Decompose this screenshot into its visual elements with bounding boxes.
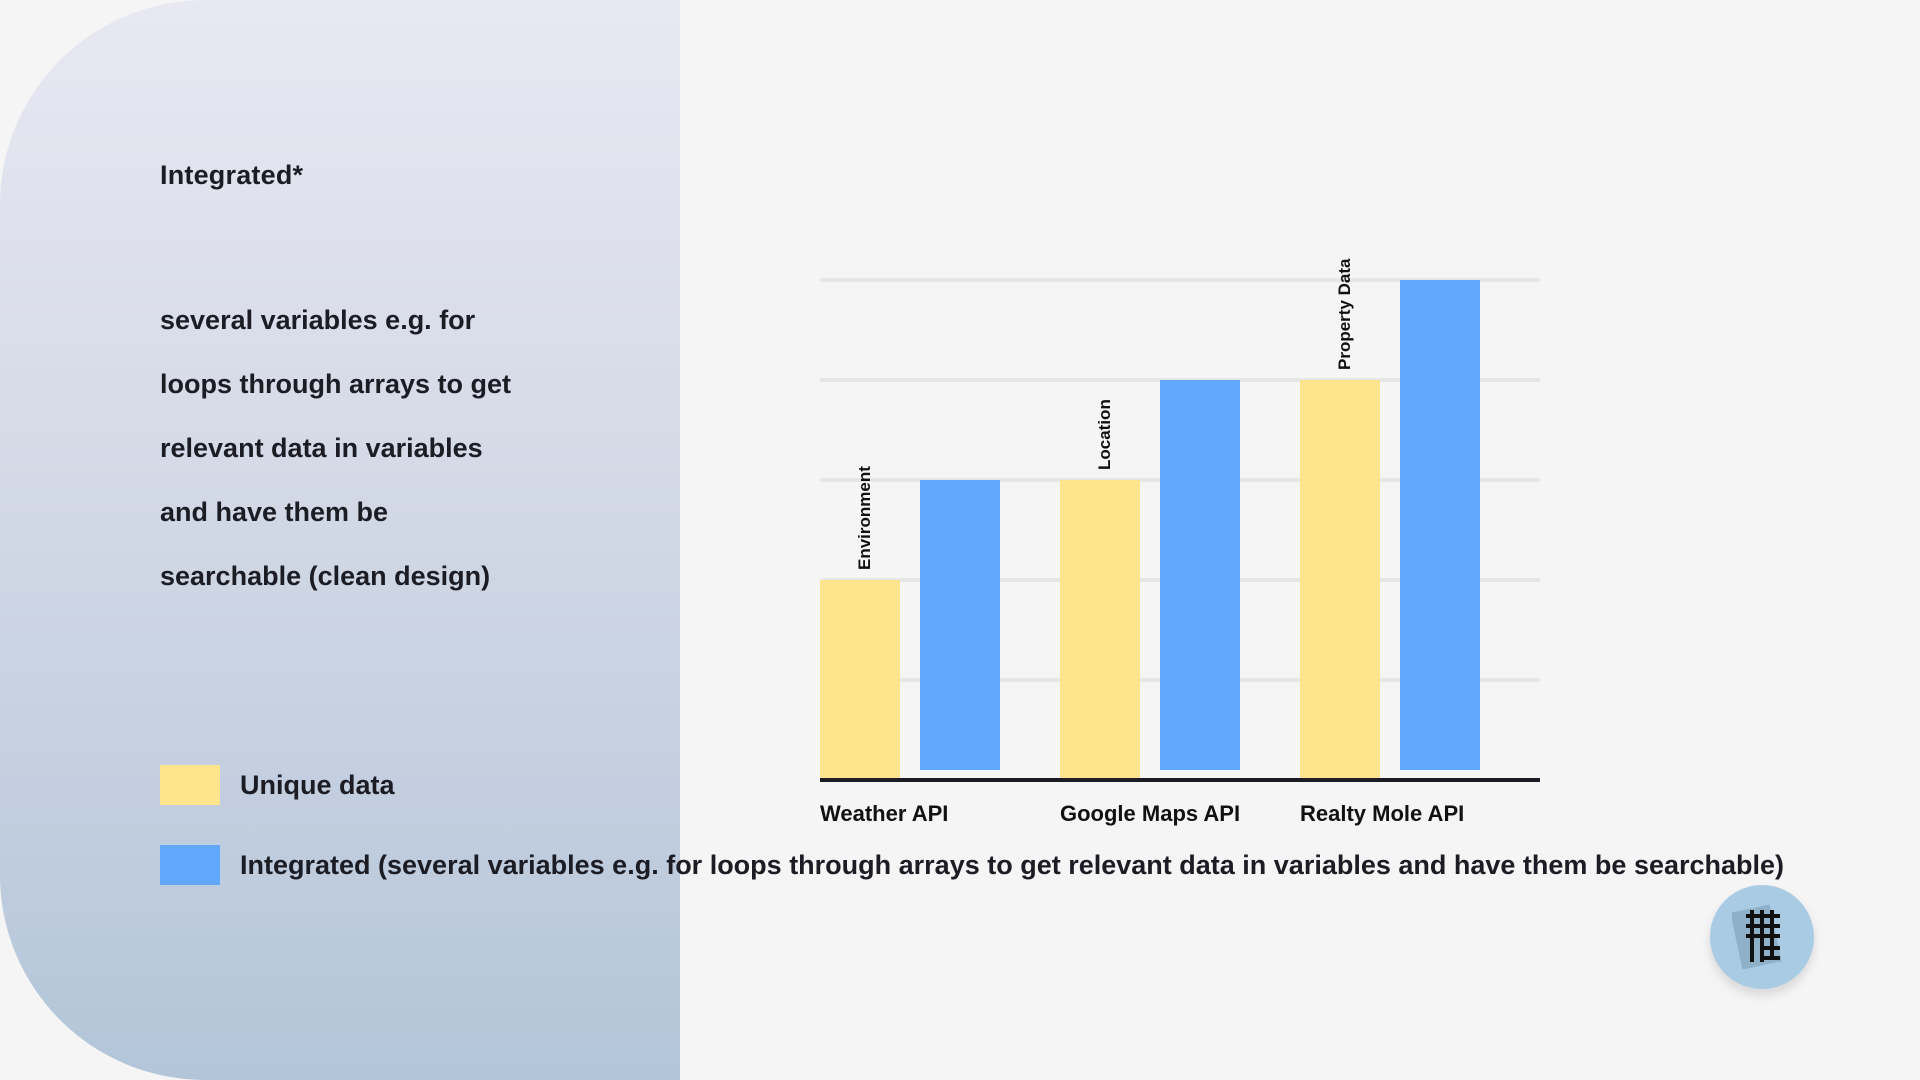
legend-swatch-integrated [160, 845, 220, 885]
description: several variables e.g. for loops through… [160, 288, 511, 608]
description-line: searchable (clean design) [160, 561, 491, 591]
left-panel [0, 0, 680, 1080]
building-grid-icon [1732, 904, 1782, 970]
bar-data-label: Environment [855, 466, 874, 570]
legend-swatch-unique [160, 765, 220, 805]
slide-heading: Integrated* [160, 160, 304, 190]
legend-label-unique: Unique data [240, 769, 395, 800]
x-tick-label: Weather API [820, 801, 948, 826]
description-line: several variables e.g. for [160, 305, 476, 335]
bar-integrated [1400, 280, 1480, 770]
x-tick-label: Realty Mole API [1300, 801, 1464, 826]
logo-badge [1710, 885, 1814, 989]
description-line: and have them be [160, 497, 389, 527]
description-line: relevant data in variables [160, 433, 483, 463]
x-tick-label: Google Maps API [1060, 801, 1240, 826]
legend-label-integrated: Integrated (several variables e.g. for l… [240, 849, 1785, 880]
legend-item-integrated: Integrated (several variables e.g. for l… [160, 845, 1784, 885]
description-line: loops through arrays to get [160, 369, 512, 399]
bar-integrated [1160, 380, 1240, 770]
bar-data-label: Location [1095, 399, 1114, 470]
bar-unique-data [1300, 380, 1380, 780]
bar-data-label: Property Data [1335, 258, 1354, 370]
bar-unique-data [1060, 480, 1140, 780]
legend-item-unique: Unique data [160, 765, 395, 805]
bar-integrated [920, 480, 1000, 770]
bar-unique-data [820, 580, 900, 780]
